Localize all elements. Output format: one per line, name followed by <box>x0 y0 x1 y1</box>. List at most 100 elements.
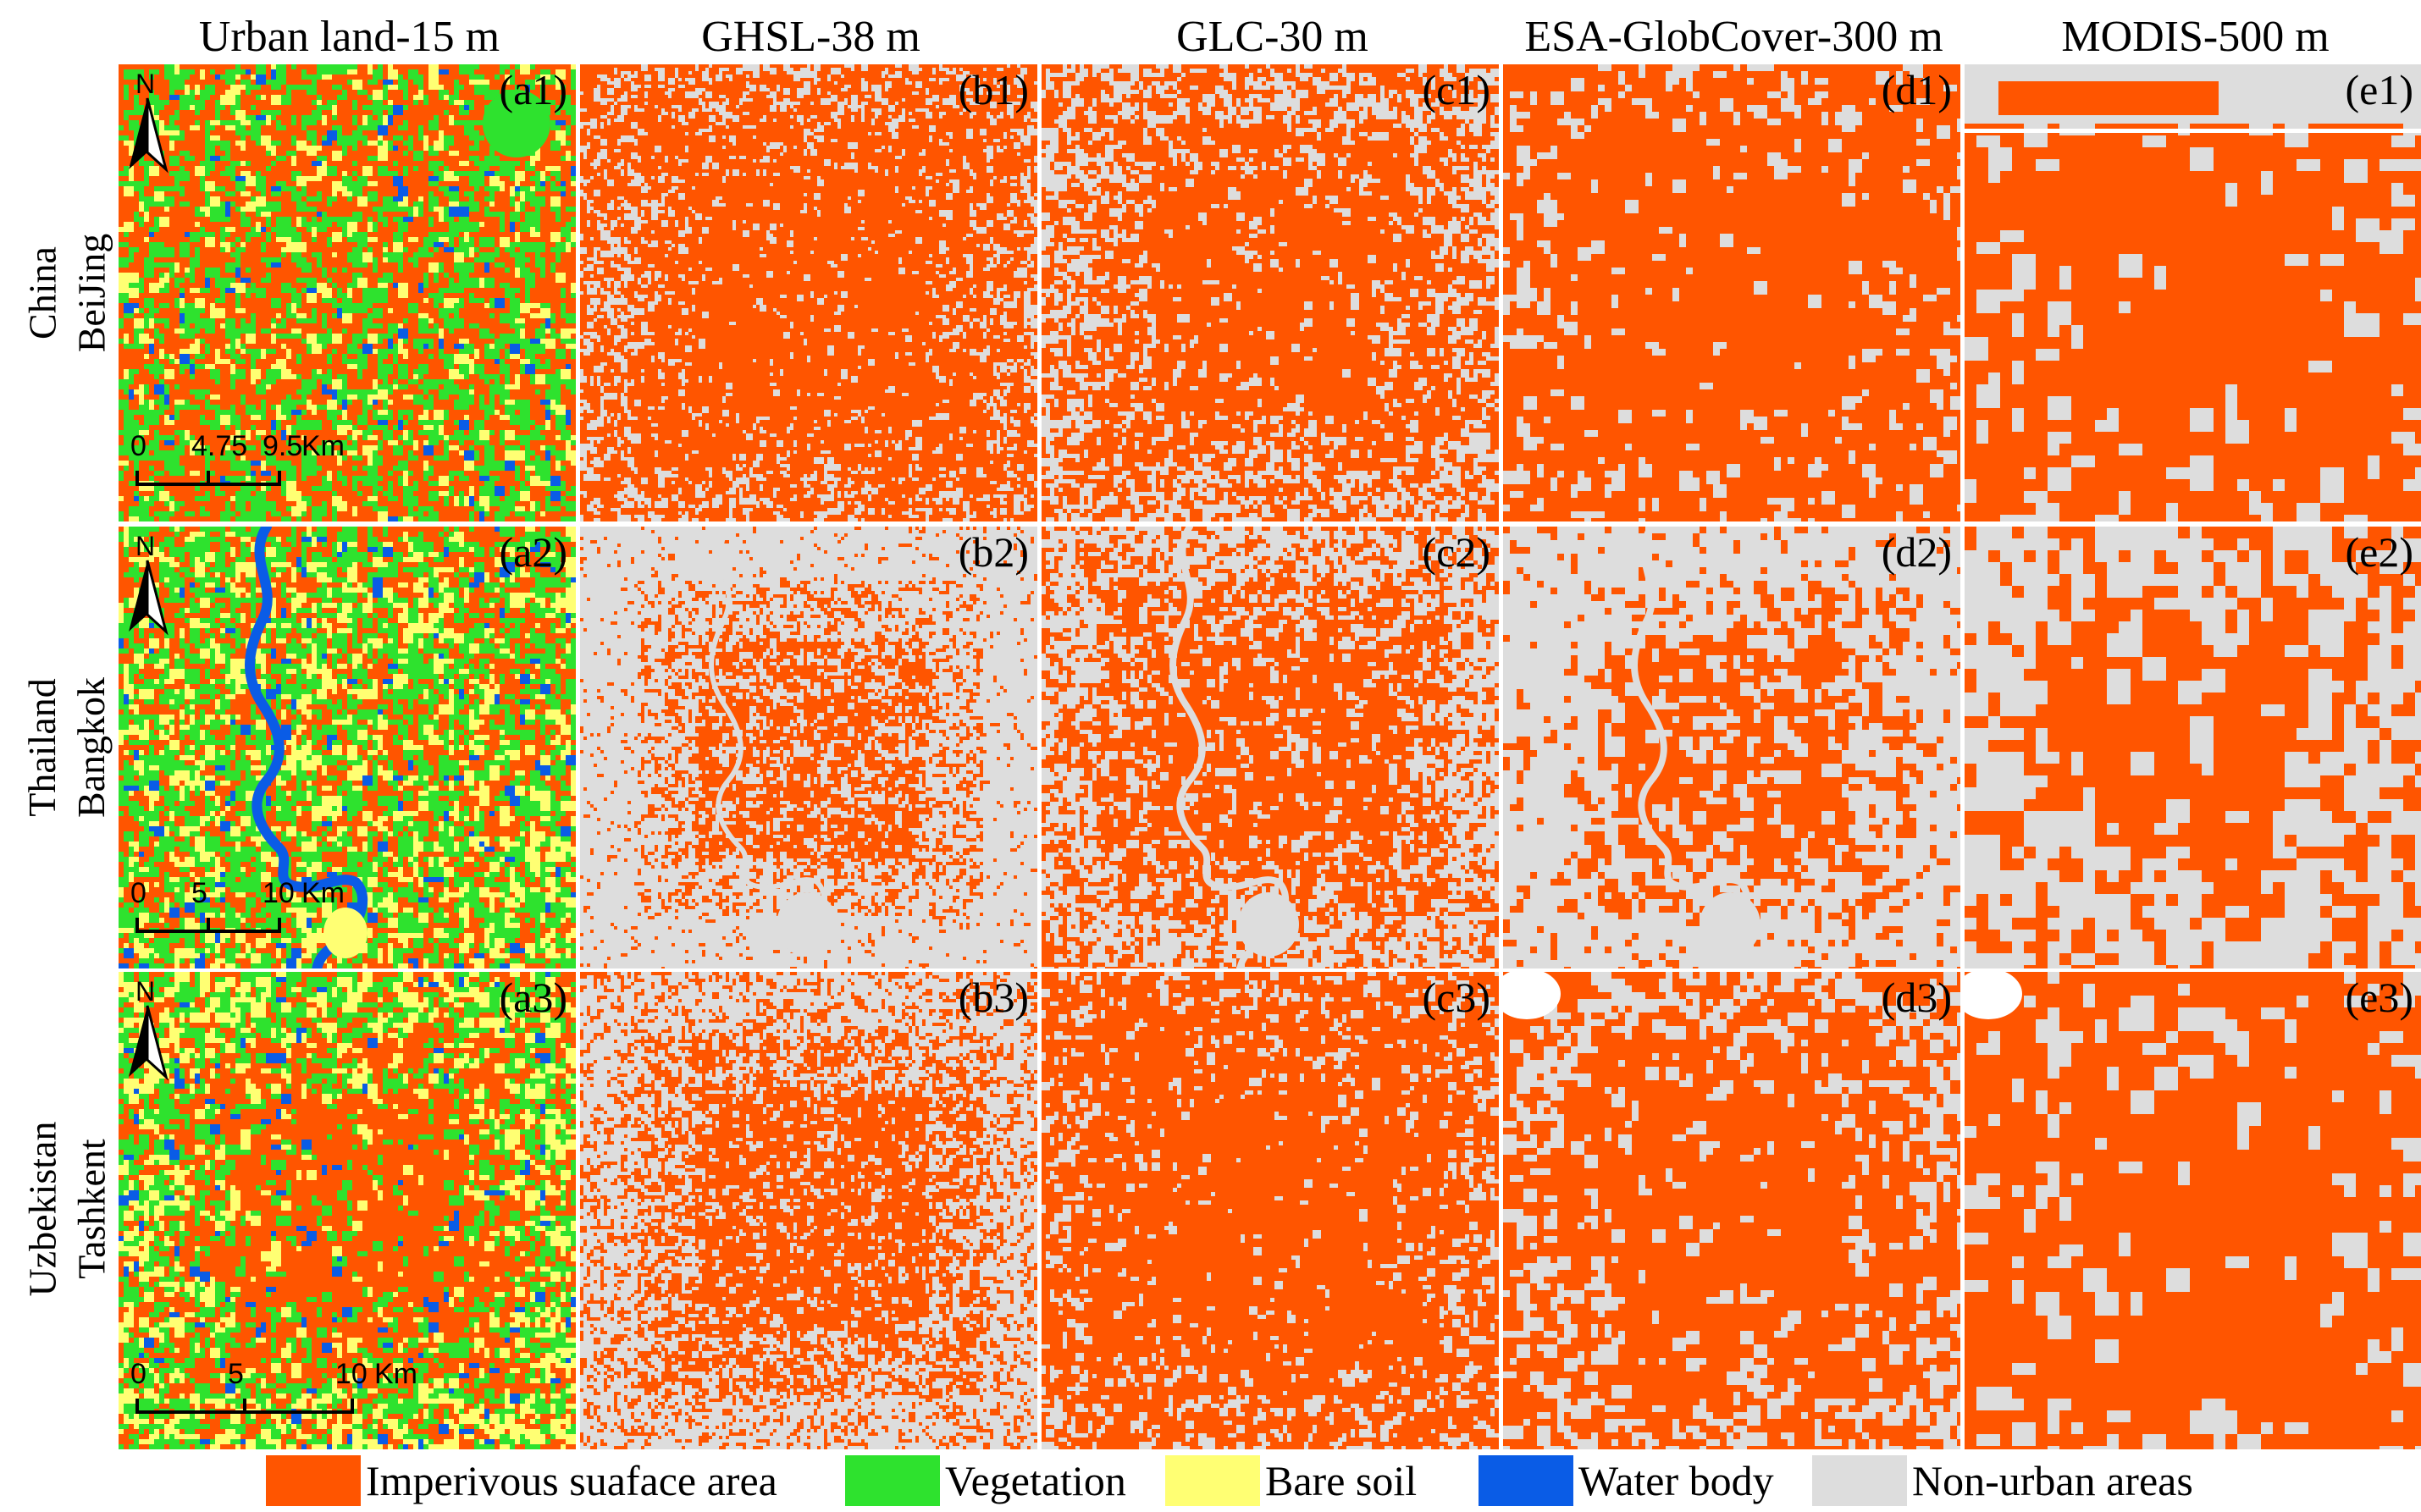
scale-bar: 0 5 10 Km <box>125 877 369 962</box>
land-cover-map <box>1042 527 1499 968</box>
legend-item-bare-soil: Bare soil <box>1165 1451 1417 1510</box>
column-title: ESA-GlobCover-300 m <box>1503 7 1965 66</box>
land-cover-map <box>1503 64 1960 521</box>
column-title: GHSL-38 m <box>580 7 1042 66</box>
north-arrow-icon: N <box>124 68 171 178</box>
scale-bar: 0 4.75 9.5 Km <box>125 430 369 515</box>
scale-tick-label: 0 <box>130 1358 146 1391</box>
map-panel: (d1) <box>1503 64 1960 521</box>
legend-item-impervious: Imperivous suaface area <box>266 1451 777 1510</box>
map-panel: (e2) <box>1965 527 2421 968</box>
legend-item-vegetation: Vegetation <box>845 1451 1126 1510</box>
row-country: Thailand <box>18 676 67 817</box>
column-title: Urban land-15 m <box>119 7 580 66</box>
legend-label: Water body <box>1578 1456 1774 1505</box>
row-label: Thailand Bangkok <box>20 525 113 969</box>
panel-label: (d2) <box>1882 528 1952 576</box>
impervious-surface <box>1503 64 1960 521</box>
land-cover-map <box>119 527 576 968</box>
scale-tick-label: 9.5 <box>263 430 302 463</box>
panel-label: (b2) <box>959 528 1029 576</box>
legend-label: Non-urban areas <box>1912 1456 2193 1505</box>
north-arrow-icon: N <box>124 975 171 1085</box>
row-city: Bangkok <box>67 676 116 817</box>
panel-label: (e1) <box>2346 66 2414 113</box>
map-panel: (a1) N 0 4.75 9.5 Km <box>119 64 576 521</box>
non-urban-patch <box>1700 892 1760 957</box>
non-urban-patch <box>1238 892 1299 957</box>
north-label: N <box>135 69 155 99</box>
column-title: MODIS-500 m <box>1965 7 2421 66</box>
panel-label: (e3) <box>2346 974 2414 1021</box>
land-cover-map <box>1965 64 2421 521</box>
map-panel: (e3) <box>1965 972 2421 1449</box>
scale-tick-label: 4.75 <box>191 430 247 463</box>
legend-label: Vegetation <box>945 1456 1126 1505</box>
map-panel: (d2) <box>1503 527 1960 968</box>
map-panel: (a3) N 0 5 10 Km <box>119 972 576 1449</box>
map-panel: (b1) <box>580 64 1037 521</box>
legend-swatch <box>845 1455 940 1506</box>
panel-label: (c3) <box>1423 974 1491 1021</box>
north-label: N <box>135 976 155 1007</box>
vegetation-patch <box>483 90 550 157</box>
land-cover-map <box>580 527 1037 968</box>
scale-bar: 0 5 10 Km <box>125 1358 442 1443</box>
panel-label: (d1) <box>1882 66 1952 113</box>
row-city: BeiJing <box>67 234 116 353</box>
panel-label: (a1) <box>500 66 568 113</box>
scale-tick-label: 10 <box>263 877 295 910</box>
scale-unit: Km <box>301 877 345 910</box>
map-panel: (b3) <box>580 972 1037 1449</box>
row-country: Uzbekistan <box>18 1122 67 1297</box>
row-city: Tashkent <box>67 1122 116 1297</box>
land-cover-map <box>580 64 1037 521</box>
legend-item-non-urban: Non-urban areas <box>1812 1451 2193 1510</box>
panel-label: (d3) <box>1882 974 1952 1021</box>
map-panel: (e1) <box>1965 64 2421 521</box>
land-cover-map <box>1965 972 2421 1449</box>
panel-label: (b3) <box>959 974 1029 1021</box>
legend-swatch <box>1812 1455 1907 1506</box>
north-label: N <box>135 531 155 561</box>
impervious-surface <box>1965 972 2421 1449</box>
map-panel: (a2) N 0 5 10 Km <box>119 527 576 968</box>
map-panel: (c2) <box>1042 527 1499 968</box>
no-data-line <box>1965 129 2421 133</box>
land-cover-map <box>119 64 576 521</box>
scale-tick-label: 10 <box>335 1358 368 1391</box>
row-label: China BeiJing <box>20 64 113 521</box>
map-grid: (a1) N 0 4.75 9.5 Km (b1) (c1) (d1) (e1) (a2) N … <box>119 64 2421 1449</box>
column-title: GLC-30 m <box>1042 7 1503 66</box>
land-cover-map <box>580 972 1037 1449</box>
scale-tick-label: 0 <box>130 430 146 463</box>
panel-label: (a3) <box>500 974 568 1021</box>
panel-label: (e2) <box>2346 528 2414 576</box>
map-panel: (c1) <box>1042 64 1499 521</box>
map-panel: (c3) <box>1042 972 1499 1449</box>
land-cover-map <box>1503 527 1960 968</box>
bare-soil-patch <box>323 908 368 958</box>
legend-swatch <box>1165 1455 1260 1506</box>
panel-label: (c2) <box>1423 528 1491 576</box>
legend-item-water-body: Water body <box>1479 1451 1774 1510</box>
map-panel: (d3) <box>1503 972 1960 1449</box>
land-cover-map <box>1042 64 1499 521</box>
scale-tick-label: 0 <box>130 877 146 910</box>
panel-label: (a2) <box>500 528 568 576</box>
legend-label: Bare soil <box>1265 1456 1417 1505</box>
legend-label: Imperivous suaface area <box>366 1456 777 1505</box>
scale-unit: Km <box>301 430 345 463</box>
panel-label: (b1) <box>959 66 1029 113</box>
no-data-patch <box>1965 972 2022 1019</box>
row-label: Uzbekistan Tashkent <box>20 972 113 1446</box>
land-cover-map <box>1042 972 1499 1449</box>
land-cover-map <box>1503 972 1960 1449</box>
scale-unit: Km <box>374 1358 417 1391</box>
scale-tick-label: 5 <box>191 877 207 910</box>
north-arrow-icon: N <box>124 530 171 640</box>
panel-label: (c1) <box>1423 66 1491 113</box>
legend: Imperivous suaface area Vegetation Bare … <box>0 1448 2421 1512</box>
map-panel: (b2) <box>580 527 1037 968</box>
legend-swatch <box>266 1455 361 1506</box>
